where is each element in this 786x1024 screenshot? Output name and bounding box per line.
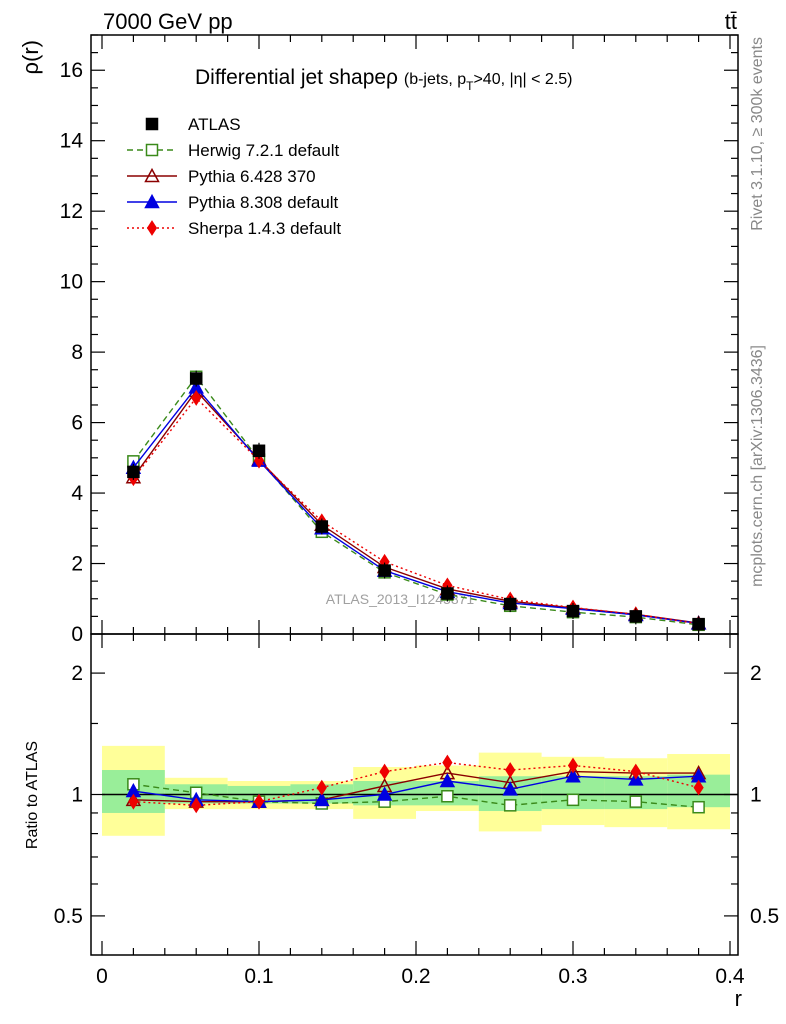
data-point-marker — [566, 604, 580, 618]
energy-label: 7000 GeV pp — [103, 9, 233, 34]
ratio-point-marker — [314, 791, 330, 807]
process-label: tt̄ — [725, 9, 737, 34]
y-tick-label: 12 — [60, 200, 83, 223]
ratio-series-line — [133, 775, 699, 803]
ratio-point-marker — [439, 772, 456, 788]
y-tick-label: 1 — [71, 784, 83, 807]
ratio-point-marker — [505, 762, 516, 778]
data-point-marker — [378, 564, 391, 577]
main-plot-panel: Differential jet shapeρ (b-jets, pT>40, … — [18, 34, 739, 646]
legend-marker — [145, 117, 159, 131]
data-point-marker — [191, 389, 202, 406]
y-tick-label-right: 2 — [750, 662, 762, 685]
ratio-point-marker — [253, 793, 265, 810]
ratio-point-marker — [629, 795, 643, 808]
ratio-y-axis-label: Ratio to ATLAS — [24, 741, 41, 849]
ratio-point-marker — [441, 790, 454, 803]
ratio-point-marker — [376, 786, 393, 801]
ratio-point-marker — [567, 757, 579, 774]
ratio-point-marker — [442, 754, 453, 771]
ratio-point-marker — [693, 779, 704, 796]
ratio-point-marker — [379, 763, 390, 780]
ratio-point-marker — [191, 797, 202, 814]
legend-label: Pythia 8.308 default — [188, 193, 339, 212]
data-point-marker — [503, 597, 517, 611]
data-point-marker — [189, 372, 203, 385]
y-tick-label: 6 — [71, 412, 83, 435]
analysis-watermark: ATLAS_2013_I1243871 — [326, 591, 475, 607]
series-line — [132, 389, 699, 624]
ratio-series-line — [133, 770, 699, 803]
rivet-version-note: Rivet 3.1.10, ≥ 300k events — [749, 37, 766, 231]
y-tick-label: 16 — [60, 59, 83, 82]
x-tick-label: 0 — [96, 965, 108, 988]
ratio-point-marker — [566, 793, 580, 807]
mcplots-source-note: mcplots.cern.ch [arXiv:1306.3436] — [749, 345, 766, 587]
data-point-marker — [629, 610, 643, 623]
x-tick-label: 0.1 — [244, 965, 273, 988]
ratio-point-marker — [503, 799, 517, 812]
y-tick-label-right: 1 — [750, 784, 762, 807]
y-tick-label: 2 — [71, 553, 83, 576]
x-tick-label: 0.3 — [558, 965, 587, 988]
legend-label: ATLAS — [188, 115, 241, 134]
legend-label: Pythia 6.428 370 — [188, 167, 316, 186]
series-line — [132, 386, 699, 625]
ratio-plot-panel: 0 0.1 0.2 0.3 0.4 0.5 0.5 1 1 2 2 Ratio to ATLAS — [24, 633, 779, 988]
y-tick-label: 4 — [71, 482, 83, 505]
ratio-point-marker — [565, 768, 581, 783]
legend: ATLAS Herwig 7.2.1 default Pythia 6.428 37… — [127, 115, 341, 238]
legend-label: Sherpa 1.4.3 default — [188, 219, 341, 238]
data-point-marker — [441, 587, 454, 600]
ratio-series-line — [133, 783, 699, 808]
legend-label: Herwig 7.2.1 default — [188, 141, 339, 160]
ratio-point-marker — [502, 781, 518, 796]
data-point-marker — [252, 444, 266, 458]
x-tick-label: 0.2 — [401, 965, 430, 988]
legend-marker — [145, 143, 159, 157]
data-point-marker — [253, 452, 265, 469]
y-tick-label: 0.5 — [54, 905, 83, 928]
legend-marker — [144, 193, 160, 209]
y-tick-label-right: 0.5 — [750, 905, 779, 928]
data-point-marker — [692, 617, 705, 631]
ratio-point-marker — [128, 793, 139, 810]
y-tick-label: 0 — [71, 623, 83, 646]
main-plot-title: Differential jet shapeρ (b-jets, pT>40, … — [195, 66, 573, 93]
series-line — [132, 396, 699, 625]
x-axis-label: r — [735, 986, 742, 1011]
legend-marker — [144, 167, 160, 183]
ratio-point-marker — [630, 763, 641, 780]
ratio-point-marker — [316, 779, 327, 796]
main-y-axis-label: ρ(r) — [18, 40, 43, 75]
x-tick-label: 0.4 — [715, 965, 745, 988]
y-tick-label: 10 — [60, 271, 83, 294]
legend-marker — [146, 220, 158, 236]
ratio-series-line — [133, 761, 699, 807]
y-tick-label: 2 — [71, 662, 83, 685]
ratio-point-marker — [692, 800, 705, 814]
y-tick-label: 8 — [71, 341, 83, 364]
y-tick-label: 14 — [60, 130, 84, 153]
series-line — [132, 375, 699, 626]
data-point-marker — [315, 520, 329, 533]
data-point-marker — [127, 465, 140, 479]
